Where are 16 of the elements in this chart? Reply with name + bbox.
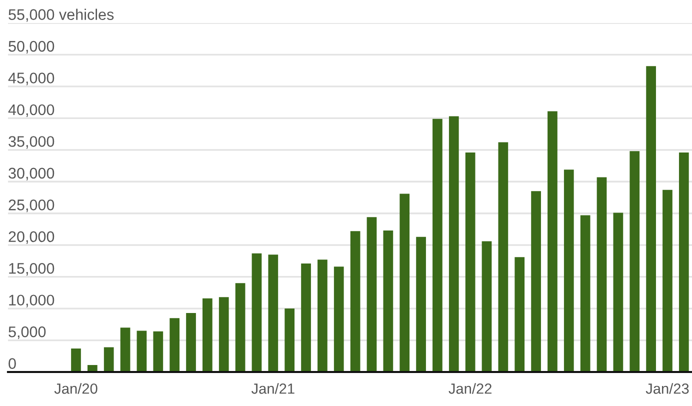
y-tick-label: 35,000: [8, 136, 54, 149]
y-tick-label: 45,000: [8, 72, 54, 86]
y-tick-label: 55,000 vehicles: [8, 8, 114, 22]
y-tick-label: 25,000: [8, 200, 54, 212]
y-tick-label: 20,000: [8, 231, 54, 244]
x-tick-label: Jan/23: [646, 383, 689, 394]
y-tick-label: 0: [8, 358, 16, 369]
y-tick-label: 10,000: [9, 294, 54, 308]
y-tick-label: 50,000: [8, 40, 54, 54]
x-tick-label: Jan/22: [448, 383, 492, 394]
y-tick-label: 15,000: [9, 262, 54, 276]
y-tick-label: 5,000: [8, 326, 46, 340]
x-tick-label: Jan/21: [251, 383, 294, 394]
x-tick-label: Jan/20: [54, 383, 98, 394]
y-tick-label: 30,000: [8, 168, 54, 180]
y-tick-label: 40,000: [8, 104, 54, 117]
